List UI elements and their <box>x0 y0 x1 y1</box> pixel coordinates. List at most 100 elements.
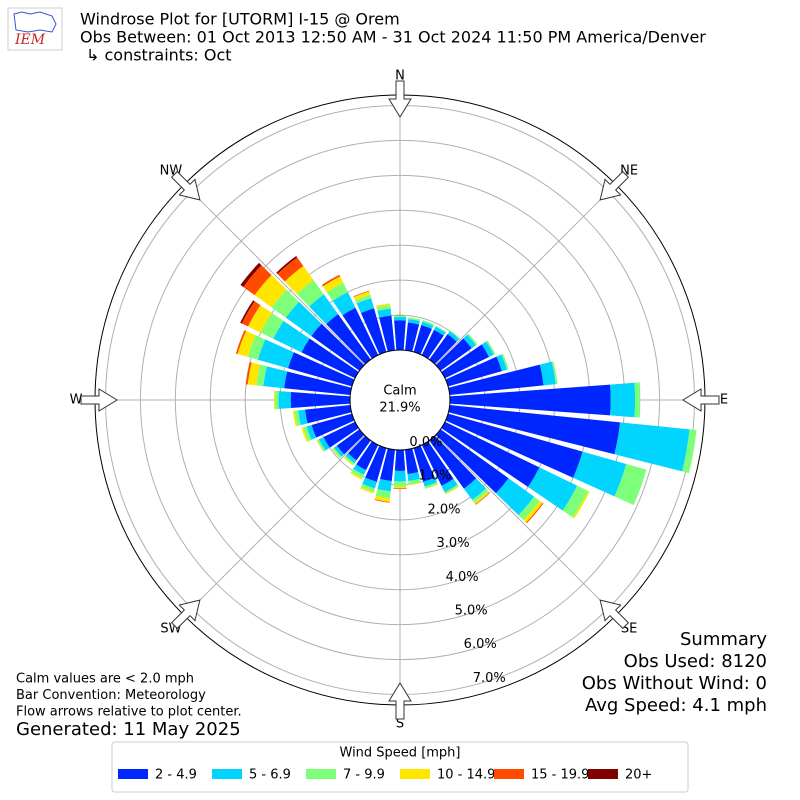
bar-segment <box>305 405 352 424</box>
bar-segment <box>274 390 279 410</box>
bar-segment <box>284 371 352 395</box>
bar-segment <box>376 303 391 308</box>
bar-segment <box>682 429 697 474</box>
bar-segment <box>448 405 621 455</box>
bar-segment <box>518 496 540 521</box>
legend-swatch <box>306 769 336 779</box>
bar-segment <box>246 362 252 385</box>
bar-segment <box>375 489 391 499</box>
bar-segment <box>303 426 312 442</box>
note-line: Calm values are < 2.0 mph <box>16 672 194 687</box>
bar-segment <box>423 477 437 487</box>
bar-segment <box>448 364 544 395</box>
chart-subtitle: Obs Between: 01 Oct 2013 12:50 AM - 31 O… <box>80 28 706 47</box>
bar-segment <box>311 323 365 371</box>
bar-segment <box>380 448 395 482</box>
bar-segment <box>288 352 355 387</box>
direction-label: N <box>395 69 405 84</box>
bar-segment <box>353 291 371 301</box>
bar-segment <box>248 305 272 333</box>
bar-segment <box>356 441 379 471</box>
bar-segment <box>353 464 367 475</box>
bar-segment <box>273 390 276 410</box>
legend-label: 10 - 14.9 <box>437 768 495 783</box>
r-tick-label: 6.0% <box>464 637 497 652</box>
legend-swatch <box>588 769 618 779</box>
bar-segment <box>393 481 407 487</box>
bar-segment <box>311 413 355 438</box>
grid-spoke <box>435 435 617 617</box>
bar-segment <box>421 441 454 486</box>
bar-segment <box>331 448 341 459</box>
bar-segment <box>408 482 422 486</box>
bar-segment <box>474 490 490 505</box>
bar-segment <box>243 265 272 296</box>
bar-segment <box>241 301 261 327</box>
bar-segment <box>350 471 363 480</box>
bar-segment <box>254 275 287 308</box>
bar-segment <box>298 409 308 426</box>
generated: Generated: 11 May 2025 <box>16 719 241 740</box>
bar-segment <box>322 276 344 293</box>
summary-line: Obs Without Wind: 0 <box>582 673 767 694</box>
flow-arrow <box>682 388 720 412</box>
bar-segment <box>572 490 590 519</box>
r-tick-label: 2.0% <box>428 502 461 517</box>
flow-arrow <box>599 599 630 630</box>
note-line: Flow arrows relative to plot center. <box>16 705 242 720</box>
bar-segment <box>345 453 357 464</box>
legend-label: 15 - 19.9 <box>531 768 589 783</box>
bar-segment <box>413 445 435 482</box>
bar-segment <box>344 455 355 465</box>
logo: IEM <box>7 7 63 51</box>
legend-label: 2 - 4.9 <box>155 768 197 783</box>
bar-segment <box>444 484 459 494</box>
flow-arrow-shape <box>599 599 630 630</box>
bar-segment <box>290 391 351 409</box>
bar-segment <box>475 492 491 505</box>
bar-segment <box>528 467 578 511</box>
bar-segment <box>445 486 459 495</box>
flow-arrow-shape <box>170 170 201 201</box>
flow-arrow-shape <box>170 599 201 630</box>
polar-plot: 0.0%1.0%2.0%3.0%4.0%5.0%6.0%7.0%NNEESESS… <box>70 69 729 732</box>
calm-circle <box>349 349 451 451</box>
bar-segment <box>301 338 359 379</box>
bar-segment <box>408 478 421 485</box>
bar-segment <box>306 425 317 440</box>
bar-segment <box>376 305 391 311</box>
bar-segment <box>237 330 256 357</box>
bar-segment <box>393 315 407 318</box>
bar-segment <box>323 421 359 448</box>
bar-segment <box>449 330 460 340</box>
bar-segment <box>413 325 432 355</box>
r-tick-label: 1.0% <box>418 469 451 484</box>
bar-segment <box>318 436 330 451</box>
bar-segment <box>247 335 266 360</box>
bar-segment <box>539 361 556 386</box>
bar-segment <box>405 322 420 352</box>
bar-segment <box>441 421 540 488</box>
bar-segment <box>256 364 267 387</box>
bar-segment <box>355 294 372 304</box>
bar-segment <box>235 330 247 355</box>
bar-segment <box>429 333 457 365</box>
bar-segment <box>377 308 392 318</box>
bar-segment <box>408 317 421 322</box>
bar-segment <box>278 391 291 409</box>
bar-segment <box>301 427 309 442</box>
bar-segment <box>294 410 301 426</box>
r-tick-label: 3.0% <box>437 536 470 551</box>
bar-segment <box>240 300 255 324</box>
bar-segment <box>260 312 284 339</box>
bar-segment <box>445 356 502 387</box>
flow-arrow <box>170 170 201 201</box>
bar-segment <box>472 488 489 503</box>
bar-segment <box>614 464 647 505</box>
bar-segment <box>424 482 438 489</box>
summary-line: Avg Speed: 4.1 mph <box>585 695 767 716</box>
flow-arrow-shape <box>80 388 118 412</box>
bar-segment <box>394 470 406 482</box>
